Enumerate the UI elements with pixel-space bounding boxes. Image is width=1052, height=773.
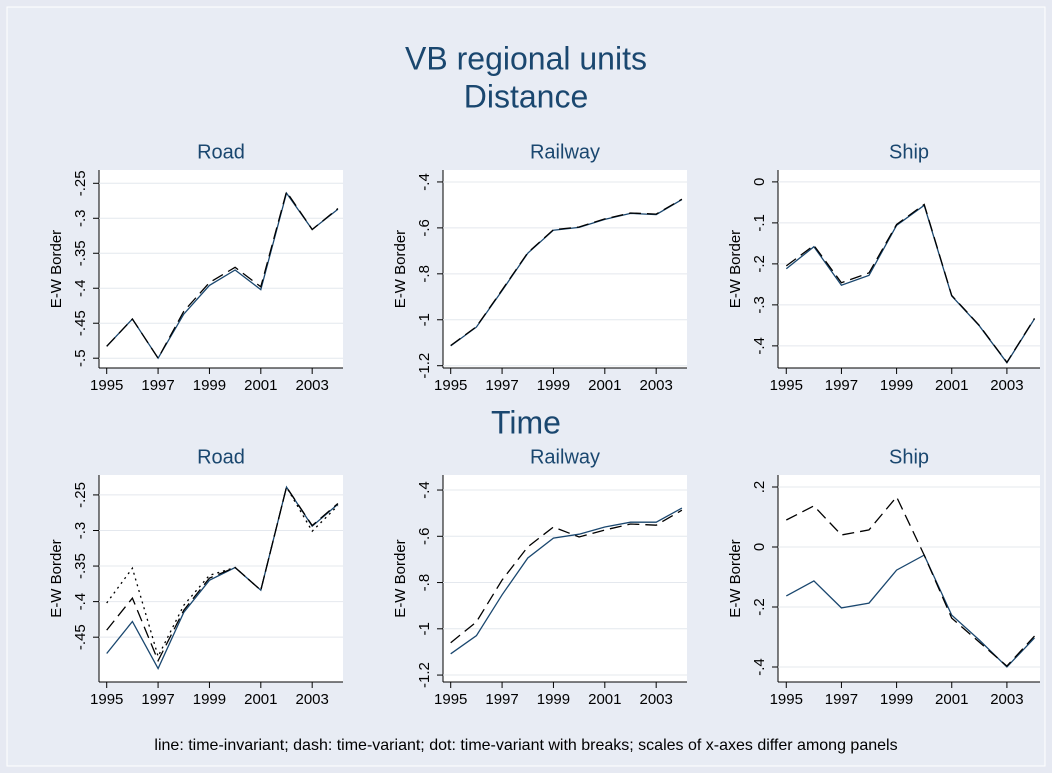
x-tick-label: 1995	[90, 691, 123, 708]
y-tick-label: -.25	[72, 482, 89, 508]
panel-title: Road	[197, 446, 245, 468]
y-axis-label: E-W Border	[48, 539, 65, 617]
y-tick-label: -.8	[416, 574, 433, 592]
y-tick-label: -1.2	[416, 662, 433, 688]
x-tick-label: 1997	[825, 377, 858, 394]
y-tick-label: -.35	[72, 553, 89, 579]
x-tick-label: 1997	[825, 691, 858, 708]
plot-area	[778, 475, 1040, 682]
y-axis-label: E-W Border	[392, 539, 409, 617]
x-tick-label: 1999	[880, 691, 913, 708]
note: line: time-invariant; dash: time-variant…	[154, 737, 897, 754]
y-tick-label: .2	[751, 481, 768, 494]
x-tick-label: 2003	[295, 691, 328, 708]
series-line	[450, 507, 683, 655]
series-line	[450, 198, 683, 347]
x-tick-label: 2003	[990, 691, 1023, 708]
panel-title: Ship	[889, 141, 929, 163]
x-tick-label: 2003	[639, 691, 672, 708]
y-tick-label: -.4	[751, 658, 768, 676]
plot-area	[443, 170, 687, 368]
series-line	[785, 204, 1036, 364]
y-tick-label: -.4	[751, 337, 768, 355]
series-line	[106, 190, 339, 360]
x-tick-label: 2003	[639, 377, 672, 394]
plot-area	[99, 170, 343, 368]
x-tick-label: 1999	[537, 691, 570, 708]
x-tick-label: 1999	[193, 691, 226, 708]
y-tick-label: -.8	[416, 265, 433, 283]
panel-title: Railway	[530, 141, 600, 163]
x-tick-label: 1997	[141, 691, 174, 708]
y-tick-label: -.1	[751, 214, 768, 232]
y-tick-label: -.2	[751, 598, 768, 616]
x-tick-label: 1997	[485, 377, 518, 394]
series-line	[786, 495, 1035, 668]
panel-title: Ship	[889, 446, 929, 468]
x-tick-label: 1995	[770, 377, 803, 394]
x-tick-label: 1999	[193, 377, 226, 394]
x-tick-label: 1995	[434, 377, 467, 394]
series-line	[106, 485, 339, 663]
y-tick-label: -.3	[72, 522, 89, 540]
x-tick-label: 2001	[935, 691, 968, 708]
y-tick-label: -1.2	[416, 353, 433, 379]
y-tick-label: -.6	[416, 528, 433, 546]
y-tick-label: -.2	[751, 255, 768, 273]
x-tick-label: 1997	[141, 377, 174, 394]
x-tick-label: 1999	[537, 377, 570, 394]
x-tick-label: 2001	[935, 377, 968, 394]
series-line	[450, 509, 683, 644]
y-tick-label: -1	[416, 622, 433, 635]
y-tick-label: -.4	[416, 481, 433, 499]
main-title: VB regional units	[405, 40, 647, 76]
y-tick-label: -.5	[72, 349, 89, 367]
x-tick-label: 1995	[90, 377, 123, 394]
series-line	[785, 203, 1036, 364]
x-tick-label: 2001	[244, 377, 277, 394]
y-tick-label: -1	[416, 313, 433, 326]
y-tick-label: -.4	[72, 279, 89, 297]
y-axis-label: E-W Border	[48, 230, 65, 308]
x-tick-label: 2001	[588, 377, 621, 394]
x-tick-label: 2003	[295, 377, 328, 394]
plot-area	[443, 475, 687, 682]
plot-area	[99, 475, 343, 682]
y-tick-label: -.6	[416, 219, 433, 237]
y-tick-label: -.45	[72, 310, 89, 336]
x-tick-label: 2003	[990, 377, 1023, 394]
y-axis-label: E-W Border	[727, 230, 744, 308]
panel-title: Road	[197, 141, 245, 163]
y-tick-label: 0	[751, 543, 768, 551]
x-tick-label: 1997	[485, 691, 518, 708]
y-axis-label: E-W Border	[392, 230, 409, 308]
section-title: Time	[491, 404, 561, 440]
x-tick-label: 1999	[880, 377, 913, 394]
x-tick-label: 1995	[770, 691, 803, 708]
y-tick-label: -.45	[72, 624, 89, 650]
y-tick-label: -.4	[416, 173, 433, 191]
y-tick-label: -.35	[72, 240, 89, 266]
y-tick-label: -.3	[72, 210, 89, 228]
x-tick-label: 1995	[434, 691, 467, 708]
x-tick-label: 2001	[244, 691, 277, 708]
y-axis-label: E-W Border	[727, 539, 744, 617]
panel-title: Railway	[530, 446, 600, 468]
section-title: Distance	[464, 78, 589, 114]
x-tick-label: 2001	[588, 691, 621, 708]
y-tick-label: -.25	[72, 170, 89, 196]
y-tick-label: -.3	[751, 296, 768, 314]
y-tick-label: 0	[751, 178, 768, 186]
plot-area	[778, 170, 1040, 368]
y-tick-label: -.4	[72, 593, 89, 611]
